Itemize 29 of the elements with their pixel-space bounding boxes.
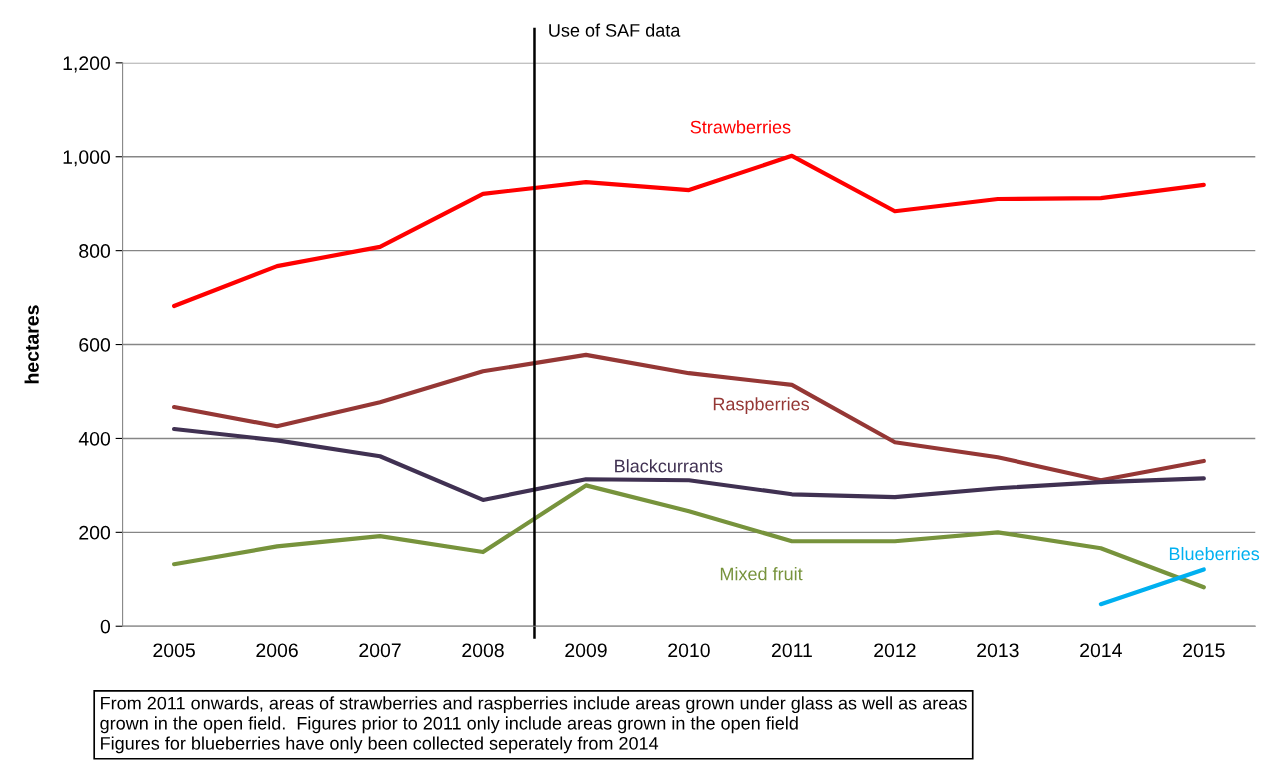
x-tick-label: 2005 <box>153 643 195 658</box>
x-tick-label: 2014 <box>1080 643 1122 658</box>
y-tick-label: 0 <box>100 619 111 634</box>
series-label: Strawberries <box>690 120 791 134</box>
y-tick-label: 200 <box>79 525 111 540</box>
y-tick-label: 1,000 <box>63 150 111 167</box>
y-tick-label: 800 <box>79 244 111 258</box>
y-tick-label: 600 <box>79 338 111 352</box>
series-label: Blackcurrants <box>615 459 723 473</box>
x-tick-label: 2009 <box>565 643 607 658</box>
series-label: Blueberries <box>1169 546 1260 561</box>
line-series <box>171 352 1206 483</box>
x-tick-label: 2007 <box>359 643 401 658</box>
text: From 2011 onwards, areas of strawberries and raspberries include areas grown under glass as well as areas grown in the open field. Figures prior to 2011 only include areas grown in the open field Figures for blueberries have only been collected seperately from 2014 <box>100 696 967 754</box>
x-tick-label: 2013 <box>977 643 1019 658</box>
series-label: Raspberries <box>713 397 810 415</box>
y-tick-label: 400 <box>78 431 111 446</box>
x-tick-label: 2006 <box>256 643 298 658</box>
x-tick-label: 2012 <box>874 643 916 658</box>
line-series <box>171 426 1206 503</box>
x-tick-label: 2008 <box>462 643 504 658</box>
ref-line-label: Use of SAF data <box>549 23 681 37</box>
line-series <box>171 153 1206 309</box>
x-tick-label: 2015 <box>1183 643 1225 658</box>
x-tick-label: 2010 <box>668 643 710 658</box>
y-axis-title: hectares <box>24 305 39 384</box>
series-label: Mixed fruit <box>720 567 803 581</box>
y-tick-label: 1,200 <box>63 56 111 73</box>
x-tick-label: 2011 <box>771 643 812 658</box>
